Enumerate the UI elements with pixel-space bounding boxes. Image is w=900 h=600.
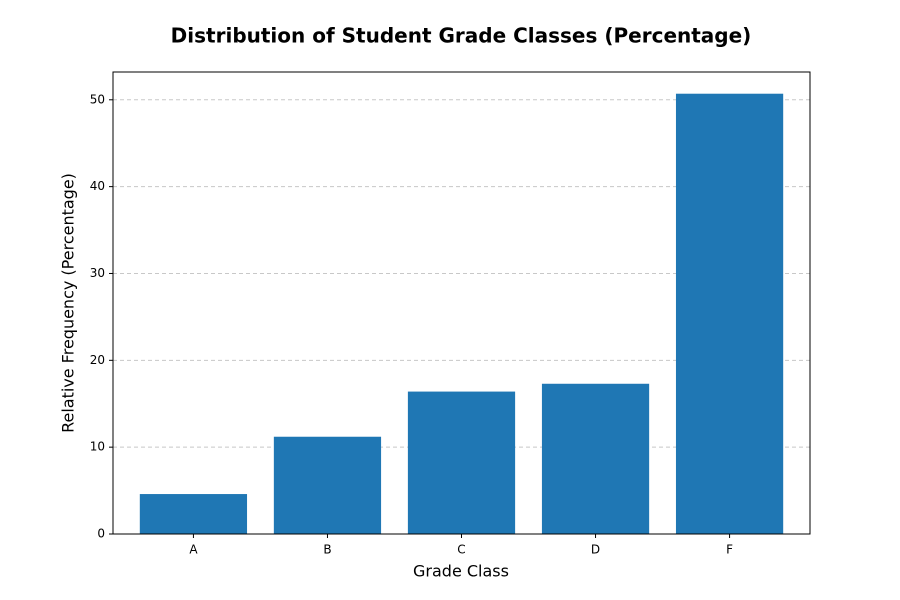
x-tick-label: F <box>726 543 733 557</box>
bar <box>675 93 784 535</box>
y-tick-label: 40 <box>90 179 105 193</box>
y-tick-label: 30 <box>90 266 105 280</box>
x-tick-label: B <box>323 543 331 557</box>
x-tick-label: A <box>189 543 198 557</box>
x-axis-label: Grade Class <box>413 562 509 581</box>
y-tick-label: 50 <box>90 92 105 106</box>
bar <box>407 391 516 534</box>
chart-title: Distribution of Student Grade Classes (P… <box>171 24 752 48</box>
y-tick-label: 10 <box>90 440 105 454</box>
x-tick-label: D <box>591 543 600 557</box>
plot-frame <box>112 71 811 535</box>
y-axis-label: Relative Frequency (Percentage) <box>59 173 78 433</box>
bar <box>273 436 382 534</box>
bar <box>139 494 248 534</box>
y-tick-label: 0 <box>97 527 105 541</box>
x-tick-label: C <box>457 543 465 557</box>
bar <box>541 383 650 534</box>
y-tick-label: 20 <box>90 353 105 367</box>
